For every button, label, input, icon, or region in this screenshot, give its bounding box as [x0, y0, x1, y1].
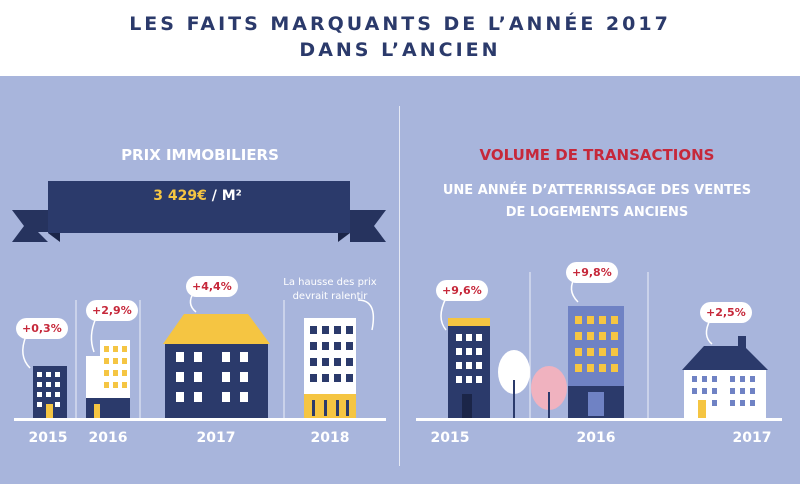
year-price-2015: 2015 [28, 430, 68, 446]
price-value: 3 429€ / M² [75, 188, 320, 204]
year-volume-2017: 2017 [732, 430, 772, 446]
volume-subtitle-line2: DE LOGEMENTS ANCIENS [505, 205, 689, 220]
year-volume-2015: 2015 [430, 430, 470, 446]
right-column-lines [529, 272, 649, 420]
price-note: La hausse des prix devrait ralentir [283, 277, 377, 302]
section-divider [399, 106, 400, 466]
header: LES FAITS MARQUANTS DE L’ANNÉE 2017 DANS… [0, 0, 800, 76]
volume-house-2017 [682, 336, 768, 418]
badge-price-2015: +0,3% [16, 318, 68, 339]
volume-subtitle-line1: UNE ANNÉE D’ATTERRISSAGE DES VENTES [442, 183, 752, 198]
price-unit: / M² [206, 188, 242, 204]
year-price-2018: 2018 [310, 430, 350, 446]
badge-volume-2015: +9,6% [436, 280, 488, 301]
note-pointer [357, 299, 375, 331]
header-title-line2: DANS L’ANCIEN [299, 39, 501, 61]
building-2017 [163, 314, 270, 418]
badge-price-2017: +4,4% [186, 276, 238, 297]
right-ground-line [416, 418, 782, 421]
volume-transactions-title: VOLUME DE TRANSACTIONS [479, 146, 715, 164]
volume-building-2016 [568, 306, 624, 418]
left-ground-line [14, 418, 386, 421]
volume-building-2015 [448, 318, 490, 418]
building-2015 [33, 366, 67, 418]
year-price-2016: 2016 [88, 430, 128, 446]
year-volume-2016: 2016 [576, 430, 616, 446]
price-amount: 3 429€ [153, 188, 207, 204]
header-title-line1: LES FAITS MARQUANTS DE L’ANNÉE 2017 [129, 13, 671, 35]
left-column-lines [75, 300, 285, 420]
price-ribbon [12, 181, 386, 242]
badge-price-2016: +2,9% [86, 300, 138, 321]
building-2016 [86, 340, 130, 418]
volume-subtitle: UNE ANNÉE D’ATTERRISSAGE DES VENTES DE L… [412, 180, 782, 224]
building-2018 [304, 318, 356, 418]
badge-volume-2016: +9,8% [566, 262, 618, 283]
badge-volume-2017: +2,5% [700, 302, 752, 323]
trees [498, 350, 567, 418]
prix-immobiliers-title: PRIX IMMOBILIERS [121, 146, 279, 164]
year-price-2017: 2017 [196, 430, 236, 446]
